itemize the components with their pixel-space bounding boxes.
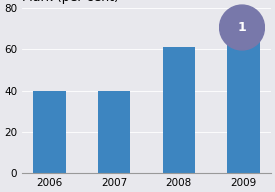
Text: Mark (per cent): Mark (per cent) (22, 0, 119, 4)
Text: 1: 1 (238, 21, 246, 34)
Bar (34, 91, 66, 173)
Bar (227, 33, 260, 173)
Bar (98, 91, 130, 173)
Circle shape (219, 5, 265, 50)
Bar (163, 47, 195, 173)
